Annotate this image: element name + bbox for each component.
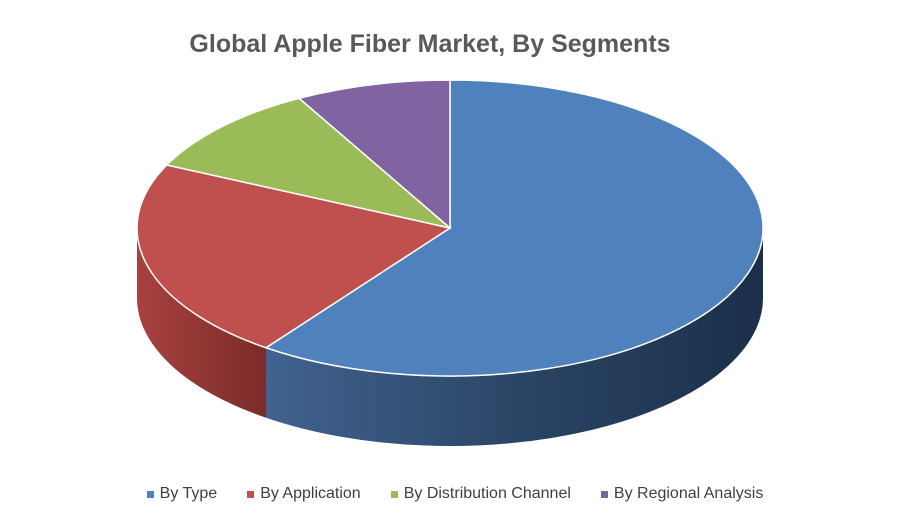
legend-swatch	[247, 490, 255, 498]
legend-label: By Type	[159, 485, 218, 502]
legend-swatch	[146, 490, 154, 498]
legend-label: By Application	[260, 485, 361, 502]
chart-title: Global Apple Fiber Market, By Segments	[189, 30, 671, 58]
legend-item-by-application: By Application	[247, 485, 361, 503]
legend-item-by-regional-analysis: By Regional Analysis	[600, 485, 764, 503]
pie-slice-by-distribution-channel	[165, 97, 451, 229]
pie-slice-by-regional-analysis	[297, 79, 451, 230]
legend-swatch	[600, 490, 608, 498]
legend-item-by-type: By Type	[146, 485, 218, 503]
pie-slice-side-by-type	[266, 228, 763, 447]
legend-swatch	[390, 490, 398, 498]
legend-label: By Regional Analysis	[613, 485, 764, 502]
legend-label: By Distribution Channel	[403, 485, 571, 502]
legend-item-by-distribution-channel: By Distribution Channel	[390, 485, 571, 503]
pie-slice-by-type	[264, 79, 764, 377]
pie-plot	[136, 79, 764, 447]
legend: By Type By Application By Distribution Cha…	[0, 485, 900, 503]
pie-slice-side-by-application	[136, 228, 267, 418]
